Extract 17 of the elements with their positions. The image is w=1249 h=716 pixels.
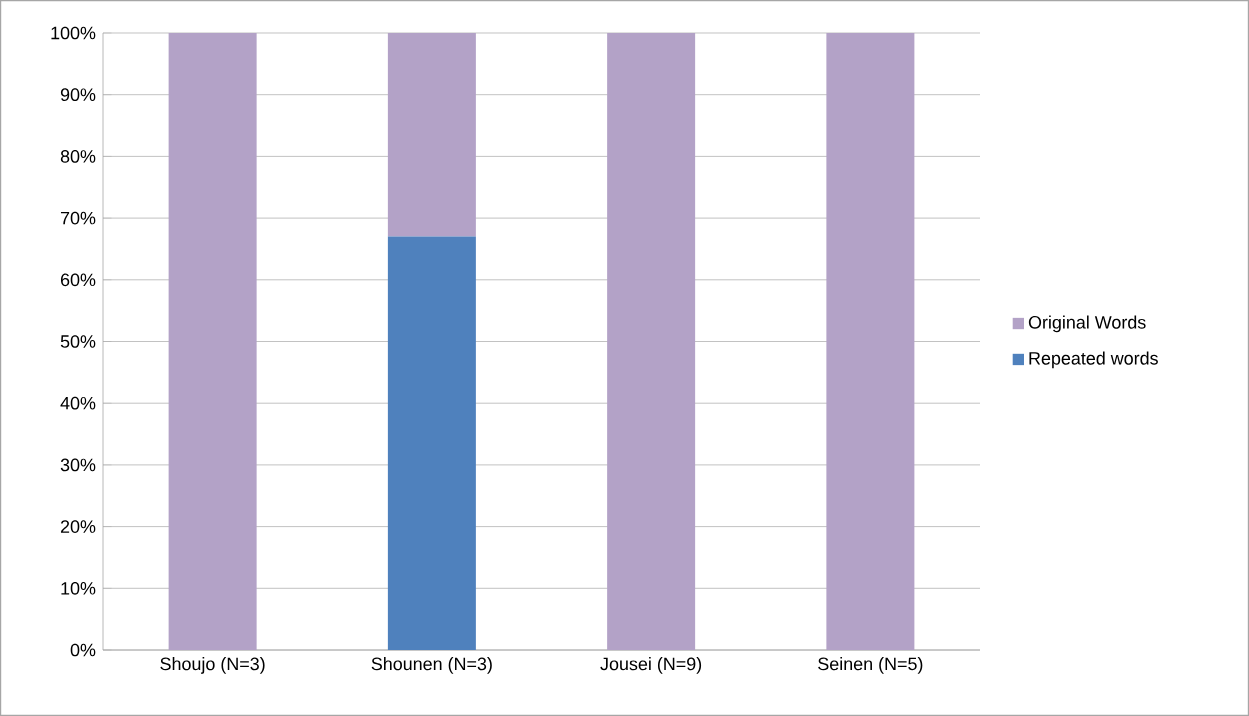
legend-label: Original Words [1028,315,1146,333]
x-tick-label: Jousei (N=9) [600,657,702,674]
y-tick-label: 10% [61,581,96,595]
legend-label: Repeated words [1029,351,1158,369]
y-tick-label: 100% [51,26,96,40]
y-tick-label: 30% [60,458,96,472]
x-tick-label: Shoujo (N=3) [160,657,265,674]
y-tick-label: 50% [60,335,96,348]
x-tick-label: Seinen (N=5) [818,657,923,674]
y-tick-label: 70% [60,211,96,225]
x-tick-label: Shounen (N=3) [371,657,492,674]
y-tick-label: 0% [70,643,96,657]
y-tick-label: 40% [60,396,96,410]
y-tick-label: 80% [60,150,96,163]
y-tick-label: 90% [60,88,96,102]
y-tick-label: 20% [60,520,96,533]
y-tick-label: 60% [60,273,96,287]
